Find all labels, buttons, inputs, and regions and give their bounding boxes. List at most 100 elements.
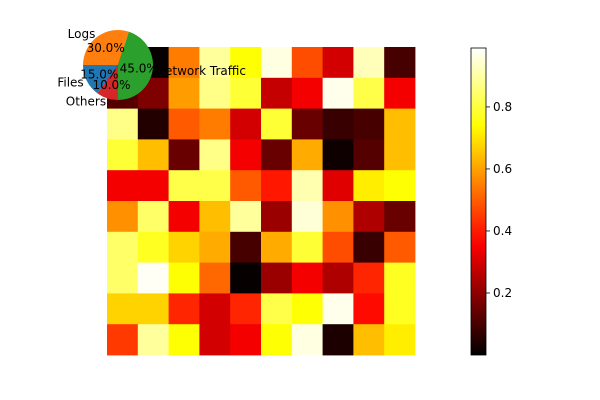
heatmap-cell: [230, 324, 262, 356]
heatmap-cell: [322, 77, 354, 109]
pie-category-label: Others: [66, 95, 106, 109]
heatmap-cell: [261, 139, 293, 171]
heatmap-cell: [291, 77, 323, 109]
heatmap-cell: [168, 201, 200, 233]
heatmap-cell: [199, 262, 231, 294]
heatmap-cell: [137, 139, 169, 171]
heatmap-cell: [384, 139, 416, 171]
heatmap-cell: [230, 139, 262, 171]
colorbar-tick-label: 0.2: [493, 286, 512, 300]
colorbar: 0.2 0.4 0.6 0.8: [470, 47, 512, 356]
heatmap-cell: [168, 77, 200, 109]
heatmap-cell: [261, 77, 293, 109]
colorbar-tick-label: 0.8: [493, 100, 512, 114]
heatmap-cell: [168, 108, 200, 140]
heatmap-cell: [291, 170, 323, 202]
heatmap-cell: [291, 293, 323, 325]
heatmap-cell: [137, 231, 169, 263]
pie-pct-label: 10.0%: [92, 78, 130, 92]
heatmap-cell: [199, 77, 231, 109]
colorbar-gradient: [470, 47, 487, 356]
heatmap-cell: [291, 47, 323, 79]
heatmap-cell: [261, 293, 293, 325]
pie-chart: 45.0%Network Traffic 30.0%Logs 15.0%Files 1…: [57, 27, 246, 109]
heatmap-cell: [230, 293, 262, 325]
pie-category-label: Logs: [68, 27, 96, 41]
heatmap-cell: [384, 324, 416, 356]
heatmap-cell: [353, 324, 385, 356]
heatmap-cell: [353, 170, 385, 202]
heatmap-cell: [230, 108, 262, 140]
heatmap-cell: [199, 324, 231, 356]
heatmap-cell: [261, 108, 293, 140]
pie-pct-label: 45.0%: [120, 61, 158, 75]
pie-slice: [97, 65, 118, 100]
heatmap-cell: [107, 324, 139, 356]
heatmap-cell: [107, 293, 139, 325]
heatmap-cell: [137, 170, 169, 202]
heatmap-cell: [322, 262, 354, 294]
heatmap-cell: [199, 139, 231, 171]
heatmap-cell: [322, 47, 354, 79]
heatmap-cell: [168, 293, 200, 325]
heatmap-cell: [107, 262, 139, 294]
heatmap-cell: [384, 293, 416, 325]
heatmap-cell: [322, 201, 354, 233]
heatmap-cell: [261, 47, 293, 79]
heatmap-cell: [384, 47, 416, 79]
heatmap-cell: [168, 231, 200, 263]
pie-category-label: Files: [57, 75, 83, 89]
heatmap-cell: [353, 262, 385, 294]
heatmap-cell: [353, 139, 385, 171]
heatmap-cell: [137, 201, 169, 233]
heatmap-cell: [261, 324, 293, 356]
heatmap-cell: [291, 201, 323, 233]
heatmap-cell: [107, 139, 139, 171]
pie-pct-label: 15.0%: [80, 68, 118, 82]
colorbar-tick-label: 0.4: [493, 224, 512, 238]
heatmap-cell: [384, 77, 416, 109]
heatmap-cell: [199, 293, 231, 325]
heatmap-cell: [230, 201, 262, 233]
heatmap-cell: [230, 47, 262, 79]
heatmap-cell: [168, 139, 200, 171]
heatmap-cell: [168, 170, 200, 202]
heatmap-cell: [168, 324, 200, 356]
heatmap-cell: [261, 170, 293, 202]
heatmap-cell: [384, 170, 416, 202]
pie-pct-label: 30.0%: [87, 41, 125, 55]
pie-slice: [83, 65, 118, 94]
heatmap-cell: [322, 324, 354, 356]
pie-labels: 45.0%Network Traffic 30.0%Logs 15.0%Files 1…: [57, 27, 246, 109]
heatmap-cell: [353, 77, 385, 109]
heatmap-cell: [291, 262, 323, 294]
heatmap-cell: [261, 262, 293, 294]
heatmap-cell: [199, 108, 231, 140]
heatmap-cell: [353, 47, 385, 79]
colorbar-tick-label: 0.6: [493, 162, 512, 176]
heatmap-cell: [137, 108, 169, 140]
heatmap-cell: [384, 231, 416, 263]
heatmap-cell: [137, 324, 169, 356]
heatmap-cell: [261, 231, 293, 263]
heatmap-cell: [384, 108, 416, 140]
heatmap-cell: [291, 139, 323, 171]
heatmap-cell: [107, 108, 139, 140]
heatmap-cell: [199, 201, 231, 233]
heatmap-cell: [353, 201, 385, 233]
heatmap-cell: [137, 262, 169, 294]
heatmap-cell: [353, 108, 385, 140]
heatmap-cell: [384, 262, 416, 294]
heatmap-cell: [137, 293, 169, 325]
heatmap-cell: [230, 77, 262, 109]
heatmap-cell: [107, 170, 139, 202]
heatmap-cell: [168, 47, 200, 79]
heatmap-cell: [199, 170, 231, 202]
heatmap-cell: [230, 231, 262, 263]
heatmap-cell: [199, 47, 231, 79]
heatmap-cell: [291, 231, 323, 263]
pie-slices: [83, 29, 154, 101]
heatmap-cell: [322, 139, 354, 171]
heatmap: [107, 47, 416, 356]
pie-slice: [118, 31, 154, 101]
